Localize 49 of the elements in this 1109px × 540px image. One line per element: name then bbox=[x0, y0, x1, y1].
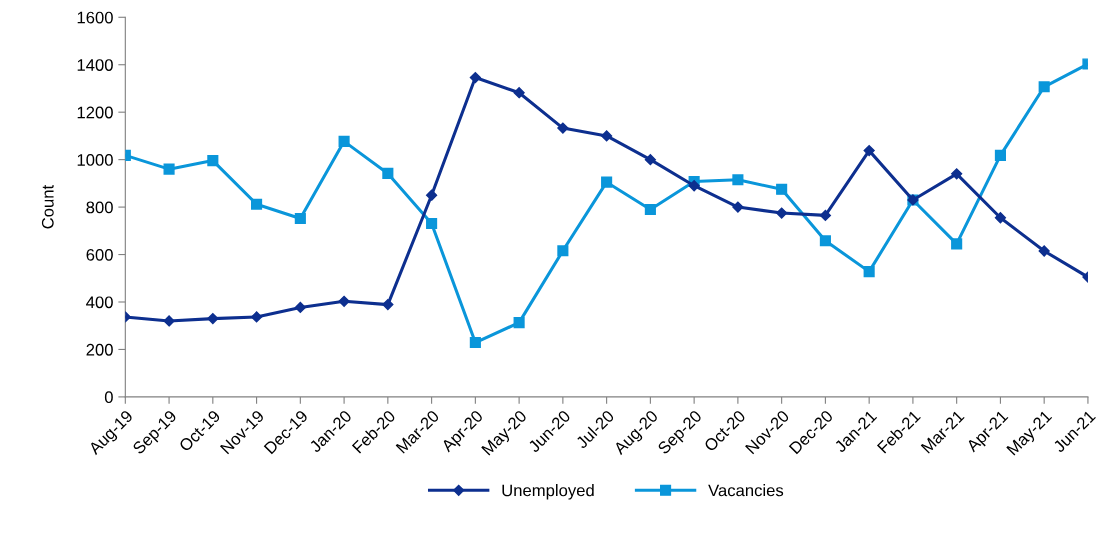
point bbox=[819, 209, 832, 221]
point bbox=[776, 183, 788, 195]
y-tick-label: 600 bbox=[86, 248, 113, 261]
point bbox=[469, 71, 481, 84]
point bbox=[644, 203, 656, 216]
point bbox=[557, 122, 569, 134]
point bbox=[250, 311, 263, 323]
y-tick-label: 1200 bbox=[77, 106, 113, 119]
point bbox=[863, 266, 875, 278]
point bbox=[426, 217, 438, 230]
point bbox=[776, 207, 788, 219]
point bbox=[469, 337, 481, 349]
point bbox=[732, 201, 744, 213]
point bbox=[294, 212, 306, 225]
point bbox=[994, 212, 1007, 224]
point bbox=[863, 145, 875, 157]
y-tick-label: 1000 bbox=[77, 154, 113, 166]
point bbox=[732, 174, 744, 186]
y-tick-label: 1600 bbox=[77, 11, 113, 24]
point bbox=[382, 299, 394, 311]
point bbox=[163, 163, 175, 175]
point bbox=[819, 235, 831, 247]
point bbox=[513, 317, 525, 329]
point bbox=[601, 176, 613, 188]
point bbox=[1038, 245, 1050, 257]
point bbox=[1038, 81, 1050, 93]
y-tick-label: 400 bbox=[86, 296, 113, 309]
y-axis-title: Count bbox=[41, 184, 54, 229]
point bbox=[557, 245, 569, 257]
point bbox=[951, 168, 963, 180]
point bbox=[951, 238, 963, 250]
point bbox=[207, 155, 219, 167]
legend-label: Unemployed bbox=[502, 484, 594, 500]
point bbox=[251, 198, 263, 210]
point bbox=[601, 130, 613, 142]
point bbox=[338, 295, 350, 307]
legend-label: Vacancies bbox=[708, 484, 784, 497]
point bbox=[688, 180, 700, 192]
point bbox=[294, 301, 306, 314]
point bbox=[338, 135, 350, 147]
y-tick-label: 800 bbox=[86, 201, 113, 214]
y-tick-label: 0 bbox=[104, 391, 113, 404]
point bbox=[425, 189, 438, 201]
y-tick-label: 200 bbox=[86, 343, 113, 356]
point bbox=[513, 87, 525, 99]
point bbox=[382, 167, 394, 179]
point bbox=[994, 149, 1006, 161]
y-tick-label: 1400 bbox=[77, 59, 113, 71]
point bbox=[644, 154, 656, 166]
